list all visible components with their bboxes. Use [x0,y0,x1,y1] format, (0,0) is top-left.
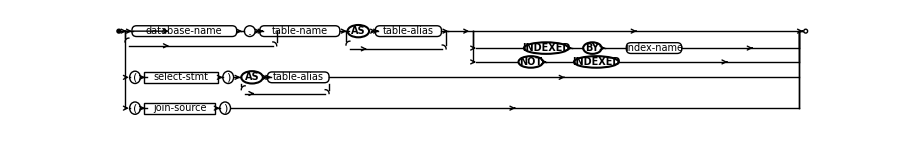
Text: AS: AS [244,72,260,82]
Text: select-stmt: select-stmt [153,72,208,82]
Text: database-name: database-name [146,26,223,36]
FancyBboxPatch shape [132,26,236,37]
Ellipse shape [223,71,234,84]
FancyBboxPatch shape [260,26,340,37]
Ellipse shape [524,42,568,54]
Text: (: ( [133,72,137,82]
Ellipse shape [241,71,262,84]
FancyBboxPatch shape [268,72,329,83]
FancyBboxPatch shape [375,26,441,37]
FancyBboxPatch shape [144,72,218,83]
Ellipse shape [574,56,619,68]
Ellipse shape [130,102,141,114]
Circle shape [117,29,121,33]
Text: ): ) [223,103,227,113]
Circle shape [804,29,807,33]
Ellipse shape [244,26,255,37]
FancyBboxPatch shape [144,103,215,113]
FancyBboxPatch shape [626,43,682,53]
Text: INDEXED: INDEXED [572,57,621,67]
Text: table-alias: table-alias [272,72,324,82]
Text: index-name: index-name [625,43,683,53]
Ellipse shape [519,56,543,68]
Text: .: . [248,25,252,38]
Ellipse shape [130,71,141,84]
Text: AS: AS [351,26,365,36]
Ellipse shape [584,42,602,54]
Text: (: ( [133,103,137,113]
Ellipse shape [220,102,231,114]
Text: INDEXED: INDEXED [522,43,570,53]
Text: BY: BY [585,43,599,53]
Text: NOT: NOT [520,57,542,67]
Text: join-source: join-source [153,103,207,113]
Text: ): ) [226,72,230,82]
Text: table-name: table-name [272,26,327,36]
Text: table-alias: table-alias [382,26,434,36]
Ellipse shape [347,25,369,37]
